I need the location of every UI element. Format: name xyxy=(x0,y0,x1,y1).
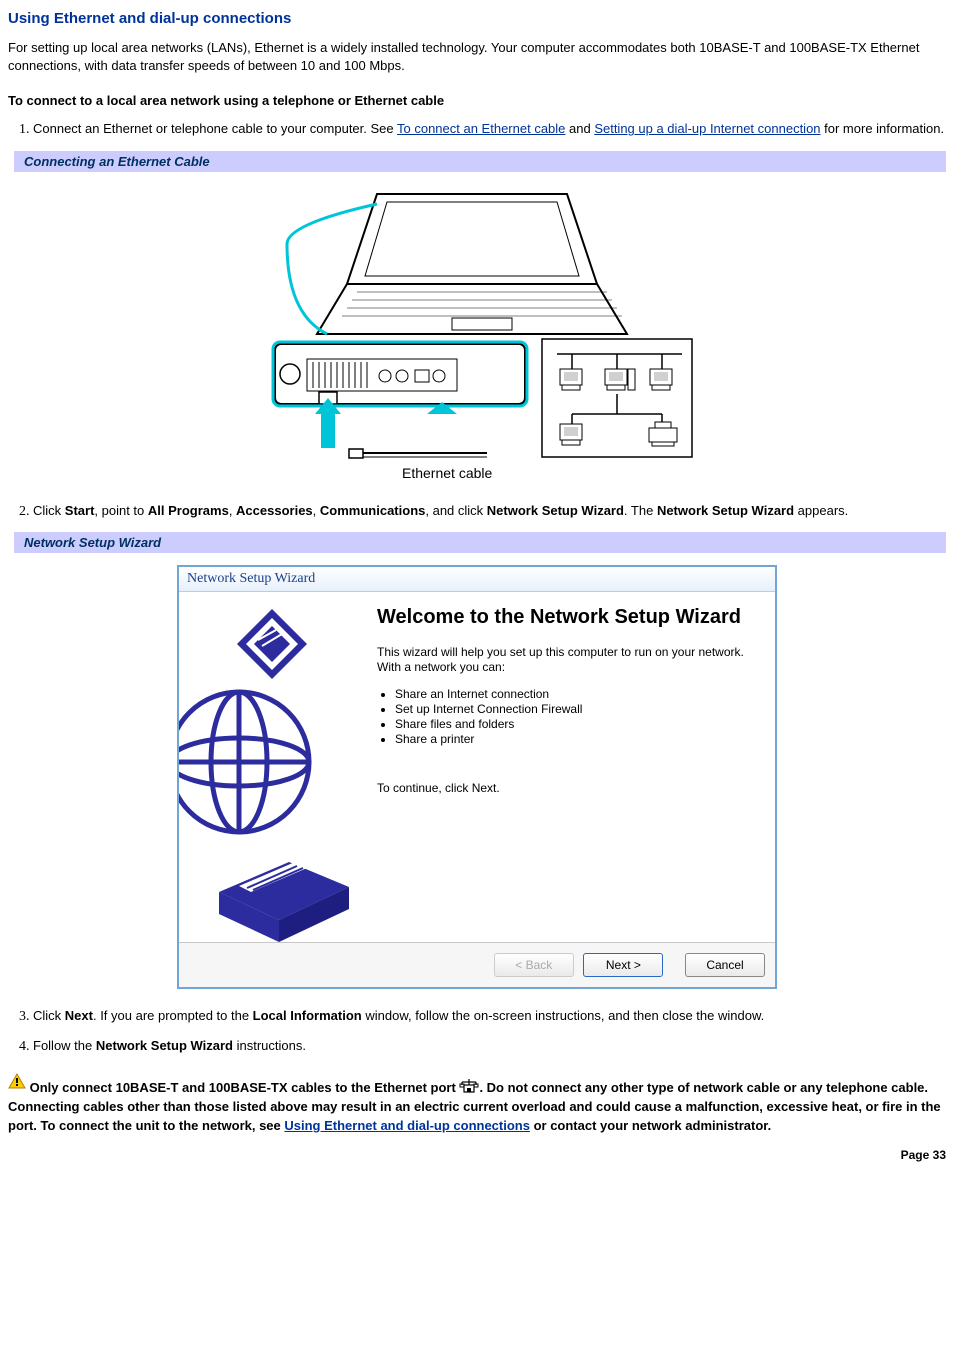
wizard-continue-text: To continue, click Next. xyxy=(377,751,757,797)
step-text: Connect an Ethernet or telephone cable t… xyxy=(33,121,397,136)
step-text: . If you are prompted to the xyxy=(93,1008,253,1023)
link-setup-dialup[interactable]: Setting up a dial-up Internet connection xyxy=(594,121,820,136)
step-text: , and click xyxy=(425,503,486,518)
page-number: Page 33 xyxy=(8,1148,946,1162)
section-title: Using Ethernet and dial-up connections xyxy=(8,10,946,27)
ethernet-port-icon xyxy=(459,1079,479,1099)
wizard-bullet: Set up Internet Connection Firewall xyxy=(395,702,757,716)
wizard-bullet: Share an Internet connection xyxy=(395,687,757,701)
step-text: for more information. xyxy=(821,121,945,136)
link-connect-ethernet[interactable]: To connect an Ethernet cable xyxy=(397,121,565,136)
step-text: Click xyxy=(33,1008,65,1023)
step-text: appears. xyxy=(794,503,848,518)
wizard-bullet: Share files and folders xyxy=(395,717,757,731)
bold-communications: Communications xyxy=(320,503,425,518)
step-3: Click Next. If you are prompted to the L… xyxy=(33,1007,946,1025)
step-text: and xyxy=(565,121,594,136)
step-text: instructions. xyxy=(233,1038,306,1053)
wizard-titlebar: Network Setup Wizard xyxy=(179,567,775,592)
warning-text-a: Only connect 10BASE-T and 100BASE-TX cab… xyxy=(30,1080,460,1095)
bold-next: Next xyxy=(65,1008,93,1023)
warning-text-c: or contact your network administrator. xyxy=(530,1118,771,1133)
cancel-button[interactable]: Cancel xyxy=(685,953,765,977)
bold-nsw2: Network Setup Wizard xyxy=(657,503,794,518)
intro-paragraph: For setting up local area networks (LANs… xyxy=(8,39,946,75)
figure-ethernet-cable: Ethernet cable xyxy=(8,184,946,484)
bold-start: Start xyxy=(65,503,95,518)
step-text: . The xyxy=(624,503,657,518)
next-button[interactable]: Next > xyxy=(583,953,663,977)
wizard-art-icon xyxy=(179,592,365,942)
bold-nsw3: Network Setup Wizard xyxy=(96,1038,233,1053)
bold-accessories: Accessories xyxy=(236,503,313,518)
sub-heading: To connect to a local area network using… xyxy=(8,93,946,108)
wizard-button-row: < Back Next > Cancel xyxy=(179,942,775,987)
wizard-heading: Welcome to the Network Setup Wizard xyxy=(377,606,757,629)
step-text: window, follow the on-screen instruction… xyxy=(362,1008,765,1023)
wizard-bullet-list: Share an Internet connection Set up Inte… xyxy=(395,686,757,747)
bold-localinfo: Local Information xyxy=(253,1008,362,1023)
step-text: , point to xyxy=(94,503,147,518)
step-text: Click xyxy=(33,503,65,518)
wizard-intro: This wizard will help you set up this co… xyxy=(377,645,757,676)
laptop-diagram-icon: Ethernet cable xyxy=(257,184,697,484)
step-1: Connect an Ethernet or telephone cable t… xyxy=(33,120,946,138)
wizard-bullet: Share a printer xyxy=(395,732,757,746)
ethernet-cable-label: Ethernet cable xyxy=(402,465,492,481)
warning-icon xyxy=(8,1073,26,1095)
step-4: Follow the Network Setup Wizard instruct… xyxy=(33,1037,946,1055)
step-2: Click Start, point to All Programs, Acce… xyxy=(33,502,946,520)
figure-caption-ethernet: Connecting an Ethernet Cable xyxy=(8,151,946,172)
link-using-ethernet[interactable]: Using Ethernet and dial-up connections xyxy=(284,1118,530,1133)
wizard-sidebar-art xyxy=(179,592,365,942)
figure-caption-wizard: Network Setup Wizard xyxy=(8,532,946,553)
bold-nsw: Network Setup Wizard xyxy=(487,503,624,518)
wizard-dialog: Network Setup Wizard xyxy=(177,565,777,989)
warning-block: Only connect 10BASE-T and 100BASE-TX cab… xyxy=(8,1073,946,1136)
back-button[interactable]: < Back xyxy=(494,953,574,977)
bold-allprograms: All Programs xyxy=(148,503,229,518)
step-text: Follow the xyxy=(33,1038,96,1053)
